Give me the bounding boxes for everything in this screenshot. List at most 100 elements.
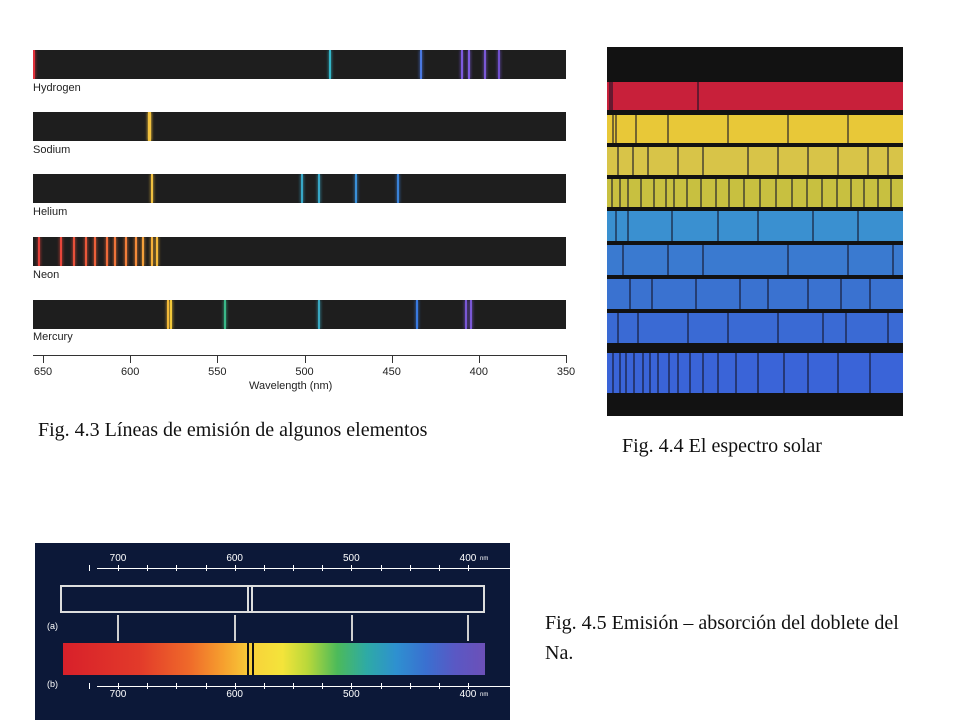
- spectral-line: [142, 237, 145, 266]
- scale-tick: [88, 683, 90, 689]
- fraunhofer-line: [807, 353, 809, 393]
- fraunhofer-line: [783, 353, 785, 393]
- scale-unit: nm: [480, 556, 489, 562]
- fraunhofer-line: [775, 179, 777, 207]
- fraunhofer-line: [671, 211, 673, 241]
- fraunhofer-line: [890, 179, 892, 207]
- spectral-line: [484, 50, 487, 79]
- scale-tick: [88, 565, 90, 571]
- element-label-sodium: Sodium: [33, 144, 71, 156]
- fraunhofer-line: [627, 179, 629, 207]
- fraunhofer-line: [759, 179, 761, 207]
- fraunhofer-line: [757, 211, 759, 241]
- fraunhofer-line: [633, 353, 635, 393]
- fraunhofer-line: [837, 147, 839, 175]
- fraunhofer-line: [615, 115, 617, 143]
- spectral-line: [149, 112, 152, 141]
- solar-band: [607, 115, 903, 143]
- fraunhofer-line: [715, 179, 717, 207]
- scale-label: 400: [459, 689, 477, 700]
- emission-box-a: [60, 585, 485, 613]
- fraunhofer-line: [665, 179, 667, 207]
- scale-label: 400: [459, 553, 477, 564]
- top-scale-line: [97, 568, 510, 569]
- scale-tick: [380, 683, 382, 689]
- spectral-line: [151, 174, 154, 203]
- solar-band: [607, 279, 903, 309]
- fraunhofer-line: [727, 115, 729, 143]
- scale-tick: [234, 683, 236, 689]
- fraunhofer-line: [869, 279, 871, 309]
- fraunhofer-line: [717, 353, 719, 393]
- scale-tick: [409, 683, 411, 689]
- spectral-line: [148, 112, 151, 141]
- doublet-line-a2: [251, 585, 253, 613]
- fraunhofer-line: [700, 179, 702, 207]
- fraunhofer-line: [821, 179, 823, 207]
- doublet-line-a1: [247, 585, 249, 613]
- scale-tick: [118, 565, 119, 571]
- emission-strip-neon: [33, 237, 566, 266]
- fraunhofer-line: [617, 147, 619, 175]
- scale-label: 700: [109, 689, 127, 700]
- axis-tick-label: 500: [295, 366, 314, 378]
- fraunhofer-line: [667, 115, 669, 143]
- fraunhofer-line: [812, 211, 814, 241]
- scale-unit: nm: [480, 692, 489, 698]
- fraunhofer-line: [611, 82, 613, 110]
- fraunhofer-line: [787, 245, 789, 275]
- scale-label: 500: [342, 689, 360, 700]
- spectral-line: [468, 50, 471, 79]
- element-label-neon: Neon: [33, 269, 60, 281]
- scale-tick: [234, 565, 236, 571]
- spectral-line: [135, 237, 138, 266]
- fraunhofer-line: [625, 353, 627, 393]
- solar-band: [607, 353, 903, 393]
- spectral-line: [114, 237, 117, 266]
- emission-strip-helium: [33, 174, 566, 203]
- emission-strip-hydrogen: [33, 50, 566, 79]
- spectral-line: [416, 300, 419, 329]
- scale-tick: [468, 565, 469, 571]
- emission-strip-mercury: [33, 300, 566, 329]
- solar-band: [607, 179, 903, 207]
- spectral-line: [396, 174, 399, 203]
- guide-line-500: [351, 615, 353, 641]
- scale-tick: [176, 565, 178, 571]
- fraunhofer-line: [615, 211, 617, 241]
- absorption-line-b2: [252, 643, 254, 675]
- fraunhofer-line: [619, 353, 621, 393]
- scale-tick: [176, 683, 178, 689]
- fraunhofer-line: [836, 179, 838, 207]
- caption-fig-4-3: Fig. 4.3 Líneas de emisión de algunos el…: [38, 419, 428, 441]
- fraunhofer-line: [850, 179, 852, 207]
- spectral-line: [170, 300, 173, 329]
- scale-tick: [438, 565, 440, 571]
- fraunhofer-line: [629, 279, 631, 309]
- fraunhofer-line: [728, 179, 730, 207]
- spectral-line: [355, 174, 358, 203]
- fraunhofer-line: [677, 353, 679, 393]
- fraunhofer-line: [857, 211, 859, 241]
- fraunhofer-line: [611, 179, 613, 207]
- spectral-line: [301, 174, 303, 203]
- solar-spectrum-image: [607, 47, 903, 416]
- scale-tick: [322, 683, 324, 689]
- spectral-line: [60, 237, 63, 266]
- fraunhofer-line: [673, 179, 675, 207]
- scale-tick: [322, 565, 324, 571]
- fraunhofer-line: [612, 115, 614, 143]
- fraunhofer-line: [637, 313, 639, 343]
- axis-title: Wavelength (nm): [249, 380, 333, 392]
- spectral-line: [461, 50, 464, 79]
- fraunhofer-line: [837, 353, 839, 393]
- spectral-line: [318, 300, 321, 329]
- guide-line-600: [234, 615, 236, 641]
- solar-band: [607, 245, 903, 275]
- fraunhofer-line: [877, 179, 879, 207]
- fraunhofer-line: [640, 179, 642, 207]
- fraunhofer-line: [807, 147, 809, 175]
- fraunhofer-line: [777, 147, 779, 175]
- axis-tick-label: 600: [120, 366, 140, 378]
- spectral-line: [156, 237, 159, 266]
